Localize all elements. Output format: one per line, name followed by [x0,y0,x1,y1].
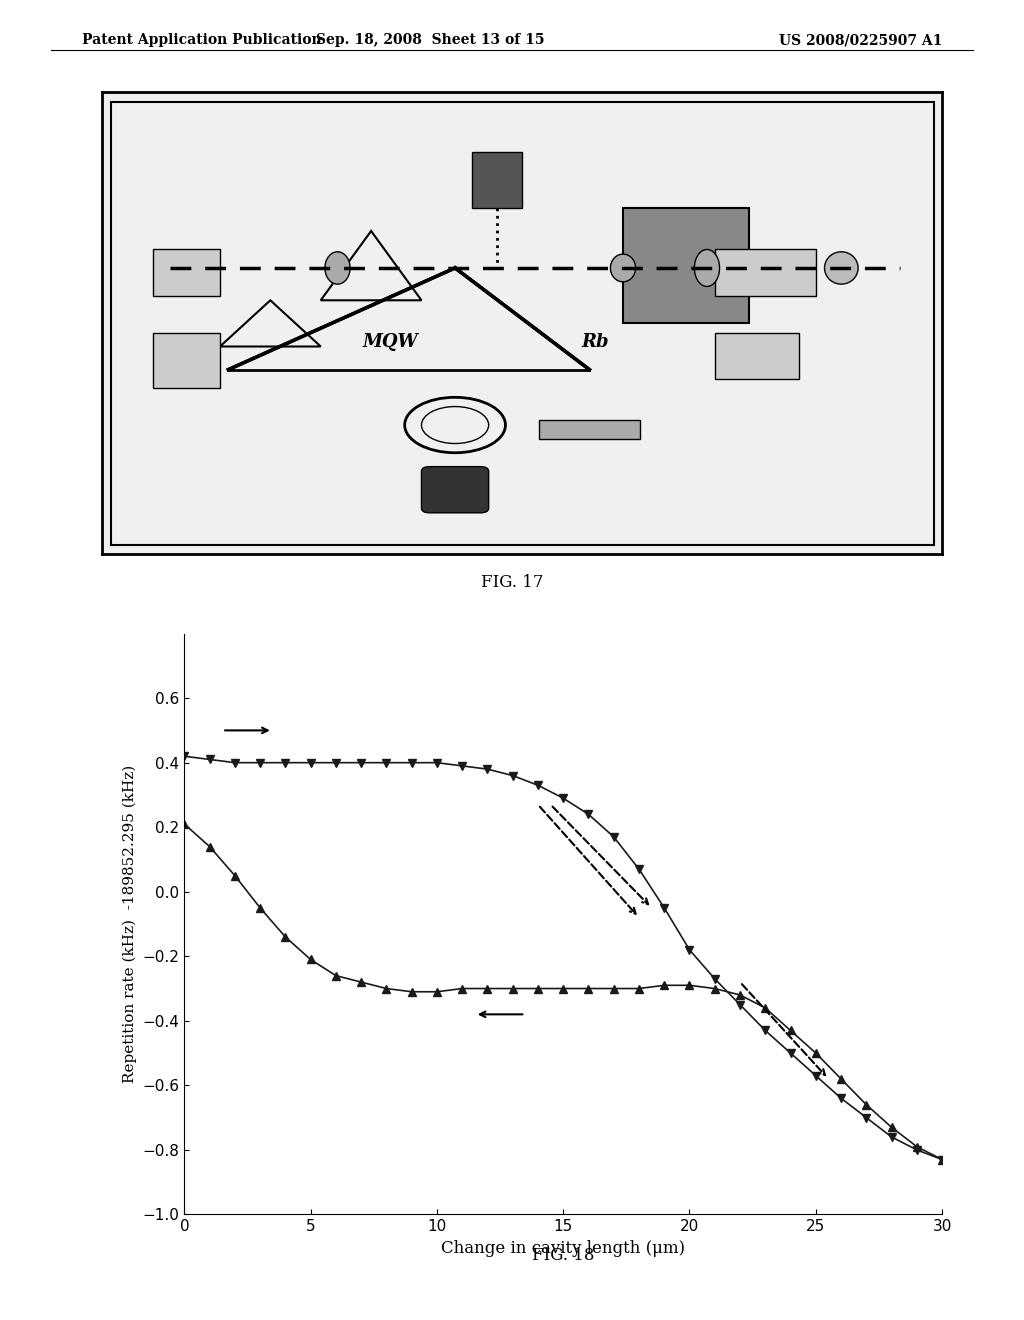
Text: US 2008/0225907 A1: US 2008/0225907 A1 [778,33,942,48]
Text: FIG. 18: FIG. 18 [531,1247,595,1265]
Text: Rb: Rb [581,333,608,351]
Bar [153,333,220,388]
Bar [153,249,220,296]
Text: MQW: MQW [362,333,419,351]
Text: Patent Application Publication: Patent Application Publication [82,33,322,48]
Bar [716,333,800,379]
Ellipse shape [694,249,720,286]
X-axis label: Change in cavity length (μm): Change in cavity length (μm) [441,1239,685,1257]
Bar [623,209,749,323]
Y-axis label: Repetition rate (kHz)  -189852.295 (kHz): Repetition rate (kHz) -189852.295 (kHz) [123,764,137,1084]
Text: FIG. 17: FIG. 17 [480,574,544,591]
Bar [716,249,816,296]
Ellipse shape [824,252,858,284]
Ellipse shape [610,255,636,281]
Text: Sep. 18, 2008  Sheet 13 of 15: Sep. 18, 2008 Sheet 13 of 15 [315,33,545,48]
Ellipse shape [325,252,350,284]
FancyBboxPatch shape [422,467,488,513]
Bar [472,153,522,209]
Bar [539,420,640,438]
